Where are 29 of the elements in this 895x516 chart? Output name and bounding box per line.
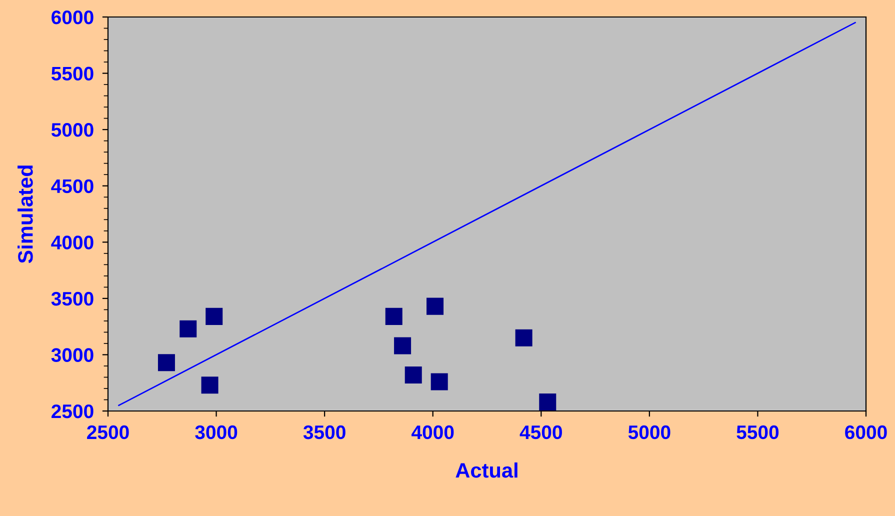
- x-tick-label: 6000: [845, 425, 887, 440]
- x-tick-label: 5500: [736, 425, 779, 440]
- y-axis-title: Simulated: [18, 166, 33, 264]
- y-tick-label: 3500: [51, 292, 94, 306]
- point: [158, 354, 175, 372]
- x-tick-label: 4500: [520, 425, 562, 440]
- x-axis-title: Actual: [456, 462, 518, 478]
- x-tick-label: 4000: [412, 425, 454, 440]
- point: [394, 337, 412, 354]
- point: [426, 298, 444, 315]
- y-tick-label: 5000: [51, 123, 94, 137]
- point: [515, 329, 532, 346]
- y-tick-label: 3000: [51, 348, 94, 362]
- point: [385, 308, 402, 325]
- point: [206, 308, 223, 325]
- point: [539, 393, 556, 410]
- x-tick-label: 2500: [87, 425, 129, 440]
- x-tick-label: 5000: [628, 425, 670, 440]
- point: [201, 376, 218, 394]
- y-tick-label: 6000: [52, 10, 94, 24]
- y-tick-label: 5500: [51, 66, 94, 81]
- x-tick-label: 3000: [195, 425, 238, 440]
- y-tick-label: 4000: [51, 236, 94, 250]
- y-tick-label: 2500: [52, 404, 94, 418]
- point: [430, 373, 448, 390]
- x-tick-label: 3500: [303, 425, 346, 440]
- y-tick-label: 4500: [51, 179, 94, 194]
- point: [180, 320, 197, 338]
- point: [404, 366, 422, 384]
